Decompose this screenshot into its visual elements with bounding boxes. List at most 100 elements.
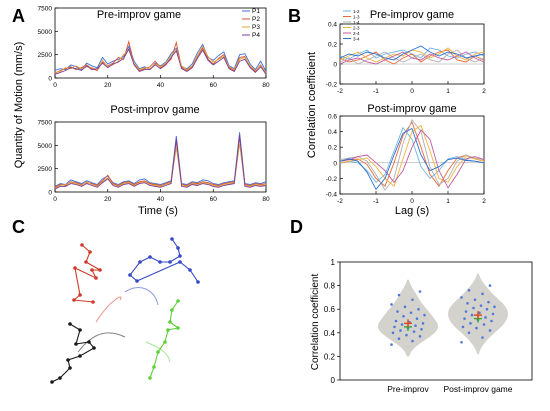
x-tick-label: 40 [157, 196, 165, 203]
joint-marker [91, 300, 95, 304]
y-tick-label: 0 [48, 190, 52, 197]
plot-frame [339, 261, 533, 381]
legend-label: P1 [252, 8, 260, 15]
joint-marker [176, 299, 180, 303]
x-tick-label: 1 [446, 88, 450, 95]
y-tick-label: 0.8 [324, 282, 336, 291]
legend-label: P3 [252, 24, 260, 31]
legend-label: 2-3 [353, 26, 360, 31]
joint-marker [74, 342, 78, 346]
skeleton-black [50, 322, 126, 384]
y-tick-label: 2500 [38, 52, 53, 59]
data-point [464, 310, 468, 313]
a-ylabel: Quantity of Motion (mm/s) [13, 42, 25, 169]
joint-marker [78, 328, 82, 332]
joint-marker [68, 322, 72, 326]
b-bottom-title: Post-improv game [367, 103, 456, 115]
y-tick-label: 0.2 [328, 145, 337, 152]
data-point [399, 329, 402, 332]
x-tick-label: 40 [157, 82, 165, 89]
chart-D: 0 0.2 0.4 0.6 0.8 1 Pre-improv Post-improv game [324, 258, 533, 394]
y-tick-label: 1 [331, 258, 336, 267]
series-line-P4 [54, 135, 267, 190]
x-tick-label: 0 [410, 88, 414, 95]
y-tick-label: 0.4 [324, 329, 336, 338]
joint-marker [196, 280, 200, 284]
b-ylabel: Correlation coefficient [306, 52, 318, 158]
y-tick-label: 0.2 [328, 42, 337, 49]
series-line-P1 [54, 132, 267, 187]
joint-marker [176, 246, 180, 250]
data-point [409, 311, 413, 315]
y-tick-label: 0 [333, 62, 337, 69]
joint-marker [50, 380, 54, 384]
joint-marker [170, 308, 174, 312]
data-point [418, 335, 422, 338]
joint-marker [148, 255, 152, 259]
joint-marker [138, 260, 142, 264]
data-point [391, 331, 395, 335]
x-tick-label: 0 [410, 198, 414, 205]
data-point [469, 322, 472, 325]
x-tick-label: -1 [373, 198, 379, 205]
x-tick-label: 20 [104, 196, 112, 203]
joint-marker [88, 250, 92, 254]
joint-marker [92, 346, 96, 350]
series-line-P3 [54, 143, 267, 189]
series-line-2-4 [339, 51, 485, 65]
category-label: Pre-improv [387, 384, 429, 394]
data-point [478, 311, 481, 315]
x-tick-label: 0 [53, 82, 57, 89]
b-top-title: Pre-improv game [370, 9, 454, 21]
x-tick-label: -2 [337, 198, 343, 205]
panel-c-illustration [50, 237, 200, 384]
data-point [467, 331, 471, 335]
data-point [394, 319, 398, 323]
y-tick-label: 2500 [38, 166, 53, 173]
joint-marker [168, 320, 172, 324]
joint-marker [188, 268, 192, 272]
panel-label-d: D [290, 217, 303, 237]
data-point [402, 314, 405, 318]
a-xlabel: Time (s) [138, 205, 178, 217]
legend-label: 3-4 [353, 37, 360, 42]
data-point [481, 336, 484, 339]
y-tick-label: 7500 [38, 120, 53, 127]
data-point [472, 306, 475, 310]
data-point [487, 300, 490, 304]
legend-label: 1-2 [353, 9, 360, 14]
y-tick-label: 0.6 [328, 114, 337, 121]
data-point [418, 290, 422, 293]
data-point [466, 302, 469, 305]
x-tick-label: -1 [373, 88, 379, 95]
data-point [403, 305, 407, 309]
series-line-3-4 [339, 45, 485, 61]
joint-marker [80, 243, 84, 247]
data-point [482, 323, 486, 326]
y-tick-label: 0 [331, 376, 336, 385]
x-tick-label: 80 [262, 196, 270, 203]
legend-label: P2 [252, 16, 260, 23]
skeleton-green [145, 299, 180, 380]
joint-marker [152, 365, 156, 369]
y-tick-label: 0 [48, 76, 52, 83]
data-point [411, 298, 414, 302]
skeleton-blue [124, 237, 200, 306]
category-label: Post-improv game [444, 384, 513, 394]
data-point [488, 284, 492, 287]
series-line-P3 [54, 45, 267, 73]
data-point [390, 303, 393, 306]
data-point [423, 313, 426, 317]
joint-marker [168, 260, 172, 264]
joint-marker [158, 260, 162, 264]
y-tick-label: -0.2 [326, 176, 338, 183]
series-line-2-4 [339, 129, 485, 189]
joint-marker [163, 340, 167, 344]
series-line-1-3 [339, 121, 485, 188]
panel-label-c: C [12, 217, 25, 237]
data-point [393, 325, 396, 329]
joint-marker [87, 340, 91, 344]
